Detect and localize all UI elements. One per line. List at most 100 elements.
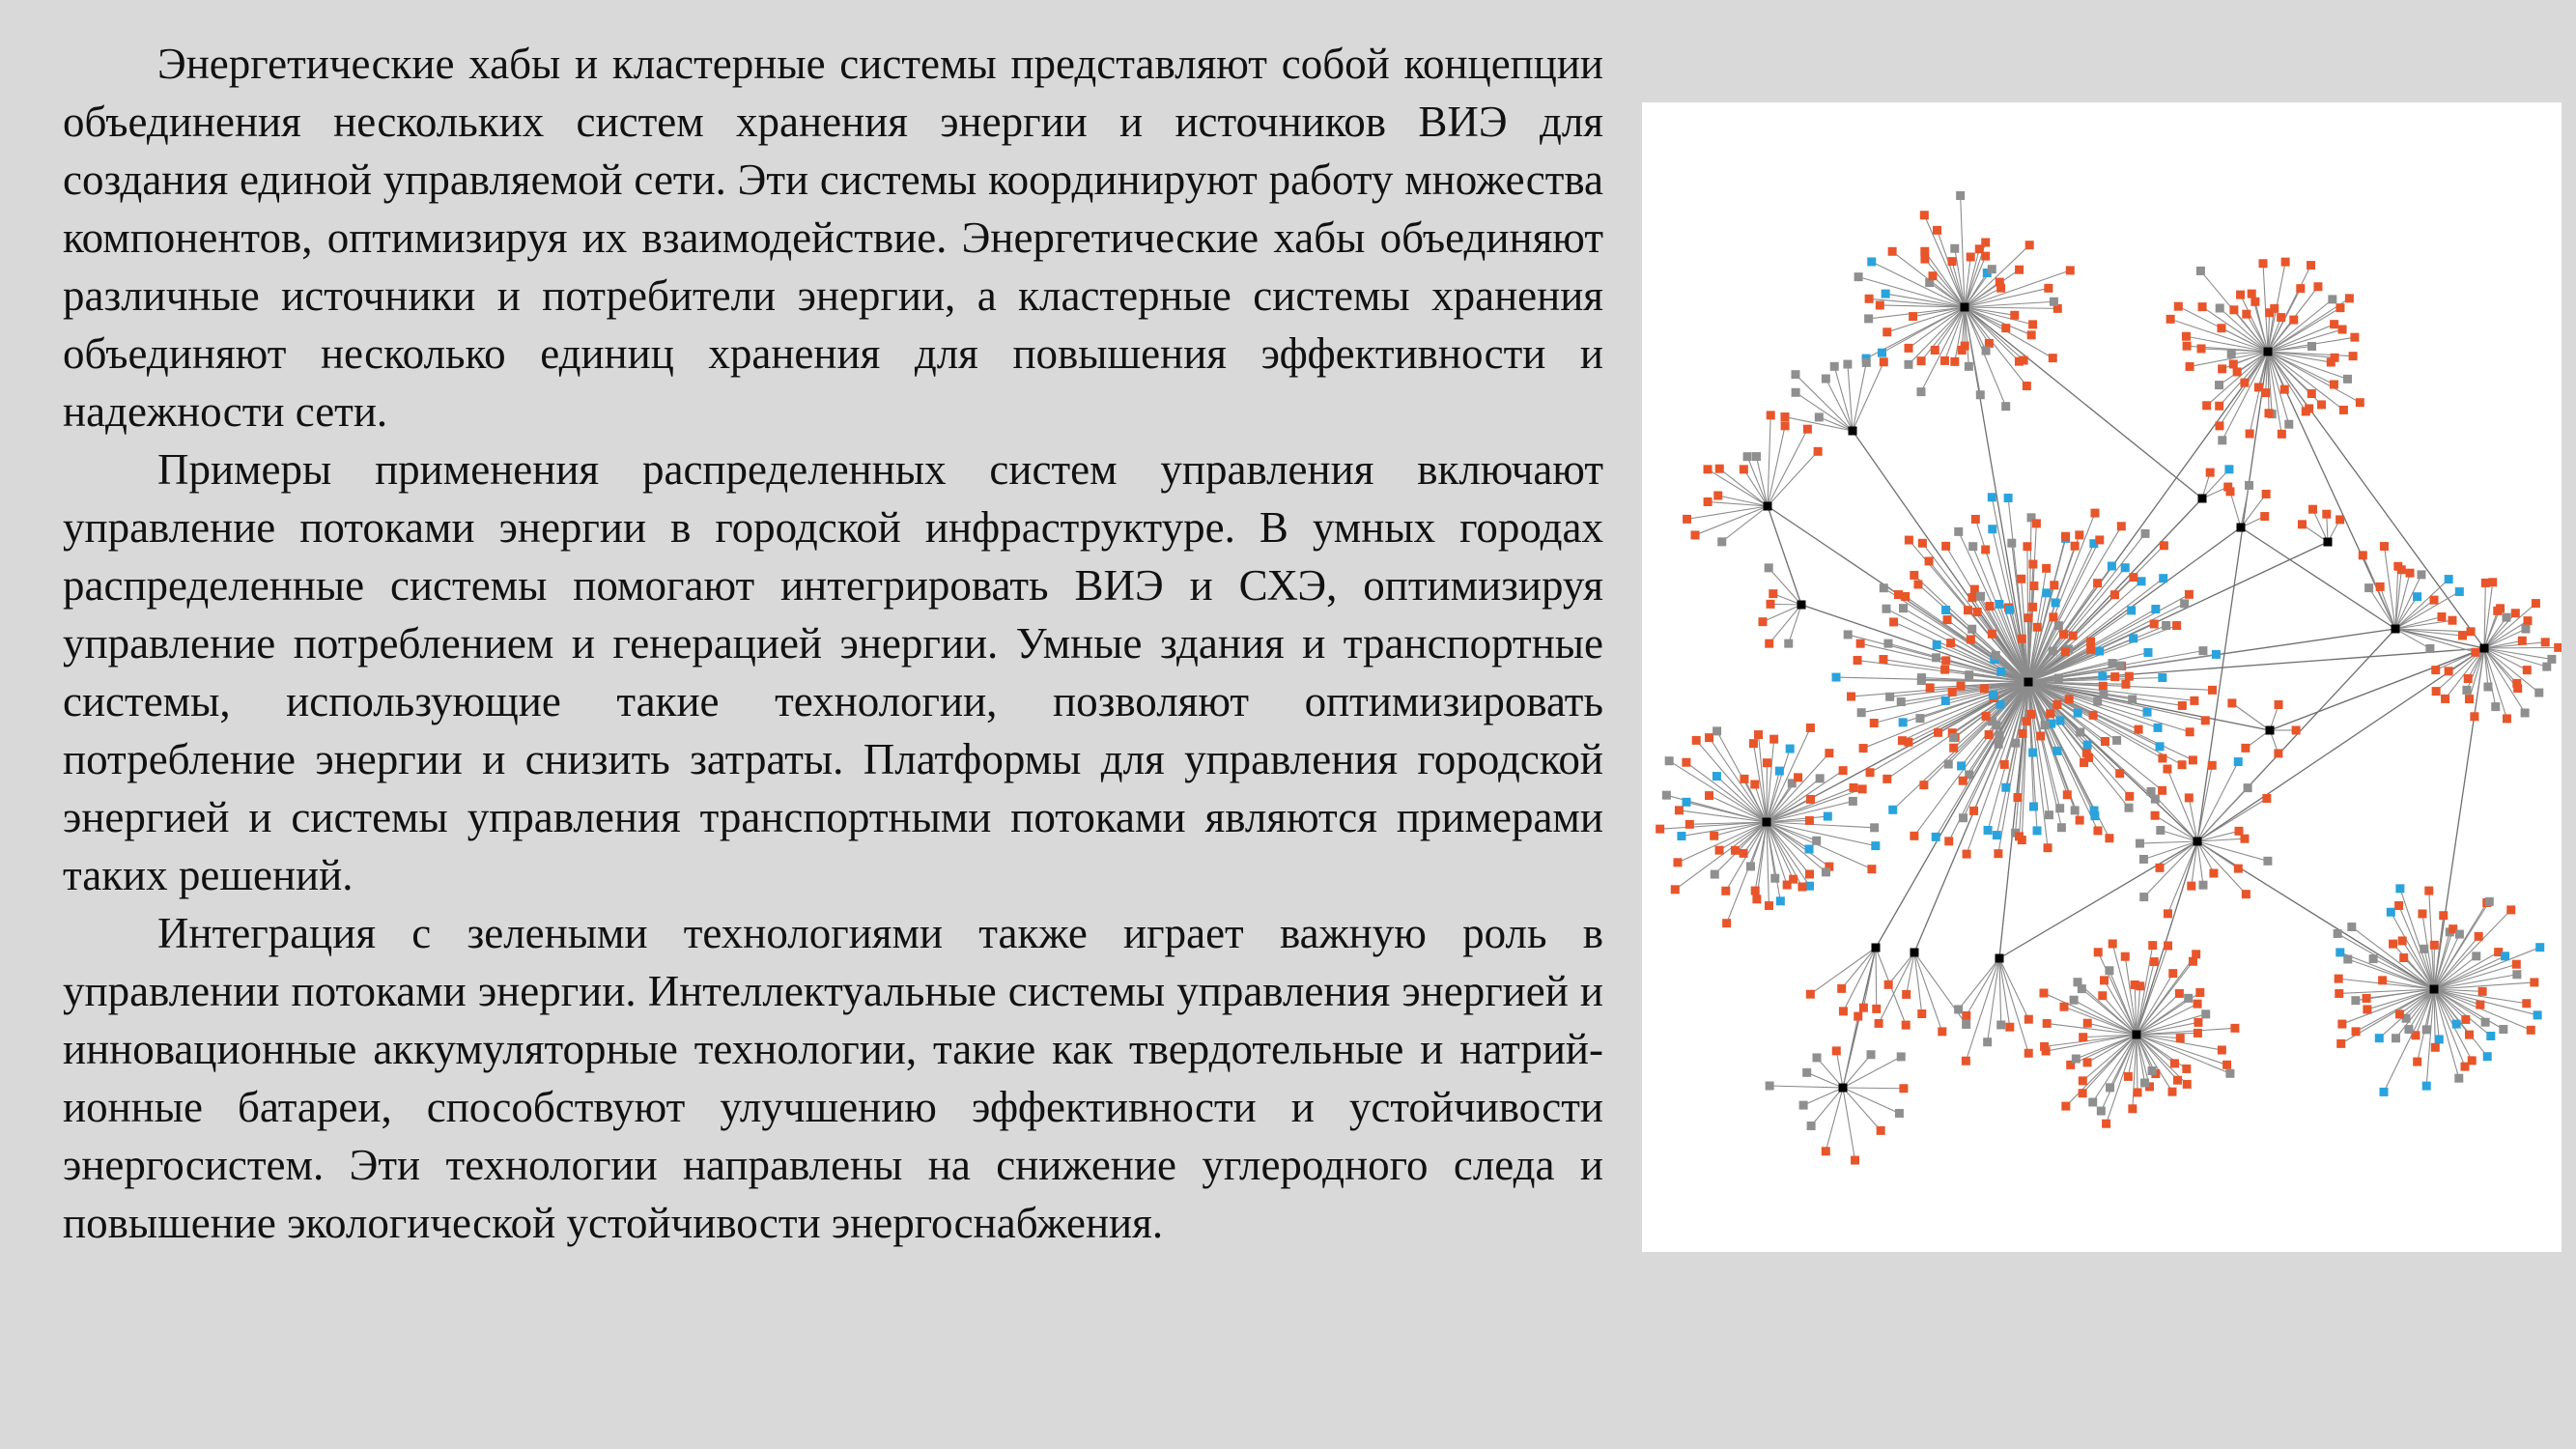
graph-edge: [1842, 1087, 1904, 1090]
graph-leaf-node: [2125, 791, 2135, 801]
graph-leaf-node: [1888, 805, 1898, 814]
graph-leaf-node: [2148, 941, 2158, 951]
graph-leaf-node: [2454, 587, 2464, 597]
graph-leaf-node: [1713, 726, 1722, 736]
graph-leaf-node: [2222, 1060, 2232, 1069]
graph-edge: [1762, 604, 1802, 623]
graph-edge: [2189, 351, 2269, 367]
graph-edge: [1964, 306, 1969, 367]
graph-leaf-node: [2120, 563, 2130, 573]
graph-leaf-node: [2184, 993, 2194, 1003]
graph-leaf-node: [1917, 1009, 1927, 1018]
graph-edge: [2018, 681, 2029, 837]
graph-edge: [2087, 1022, 2137, 1036]
graph-edge: [1767, 428, 1808, 507]
graph-leaf-node: [1838, 1007, 1848, 1016]
graph-leaf-node: [2129, 573, 2138, 582]
graph-edge: [1709, 795, 1768, 823]
graph-leaf-node: [1858, 744, 1868, 753]
graph-edge: [2269, 647, 2485, 731]
graph-leaf-node: [2477, 986, 2487, 996]
graph-edge: [2136, 1003, 2198, 1036]
graph-leaf-node: [2307, 261, 2316, 270]
graph-leaf-node: [1710, 831, 1719, 840]
graph-leaf-node: [1981, 251, 1991, 261]
graph-leaf-node: [2026, 513, 2036, 523]
graph-leaf-node: [2535, 943, 2545, 952]
graph-edge: [2483, 603, 2536, 649]
graph-leaf-node: [2070, 541, 2080, 551]
graph-edge: [2355, 988, 2435, 1033]
graph-edge: [2027, 681, 2131, 797]
graph-leaf-node: [1742, 452, 1752, 462]
graph-leaf-node: [1857, 784, 1867, 794]
graph-edge: [2240, 485, 2250, 528]
graph-edge: [1716, 776, 1768, 823]
graph-leaf-node: [1766, 599, 1775, 609]
graph-edge: [1919, 681, 2029, 720]
graph-edge: [1766, 821, 1810, 875]
graph-leaf-node: [2024, 1014, 2033, 1024]
graph-leaf-node: [1965, 770, 1974, 780]
graph-leaf-node: [2247, 289, 2256, 298]
graph-edge: [2433, 988, 2457, 1025]
graph-edge: [1964, 244, 2030, 308]
graph-leaf-node: [1982, 268, 1992, 277]
graph-edge: [1835, 676, 2029, 683]
graph-leaf-node: [1940, 665, 1950, 674]
graph-edge: [2254, 301, 2269, 353]
graph-leaf-node: [2153, 723, 2163, 732]
graph-edge: [2383, 988, 2435, 1093]
graph-edge: [2398, 905, 2435, 990]
graph-edge: [1932, 275, 1966, 308]
graph-leaf-node: [2389, 939, 2398, 949]
graph-edge: [2027, 610, 2133, 683]
graph-leaf-node: [2011, 738, 2021, 748]
graph-leaf-node: [2081, 749, 2091, 758]
graph-leaf-node: [2335, 948, 2345, 957]
graph-edge: [1882, 658, 2029, 683]
graph-leaf-node: [2123, 1071, 2133, 1081]
graph-leaf-node: [2182, 341, 2192, 351]
graph-edge: [2257, 351, 2269, 388]
graph-edge: [2027, 681, 2159, 728]
graph-leaf-node: [2396, 565, 2406, 575]
network-graph: [1656, 191, 2562, 1165]
graph-leaf-node: [1965, 670, 1974, 680]
graph-leaf-node: [1901, 1020, 1911, 1030]
graph-leaf-node: [2173, 301, 2183, 311]
graph-edge: [1767, 450, 1819, 507]
graph-leaf-node: [2024, 1048, 2033, 1058]
graph-edge: [2136, 1034, 2231, 1074]
graph-edge: [2166, 840, 2198, 915]
graph-edge: [2267, 351, 2344, 411]
graph-edge: [2109, 1034, 2137, 1089]
graph-hub-node: [1763, 501, 1772, 511]
graph-leaf-node: [2270, 303, 2279, 313]
graph-edge: [2267, 298, 2334, 353]
graph-leaf-node: [2044, 283, 2053, 293]
graph-edge: [1898, 594, 2029, 683]
graph-leaf-node: [1925, 683, 1935, 693]
graph-leaf-node: [1787, 779, 1797, 788]
graph-leaf-node: [2040, 721, 2050, 730]
graph-edge: [2027, 681, 2164, 759]
graph-leaf-node: [2159, 574, 2168, 583]
graph-leaf-node: [1684, 819, 1694, 829]
graph-leaf-node: [2058, 630, 2068, 639]
graph-leaf-node: [2043, 843, 2052, 853]
graph-leaf-node: [2175, 1034, 2185, 1043]
graph-leaf-node: [1869, 719, 1879, 728]
graph-edge: [2136, 1027, 2235, 1036]
graph-leaf-node: [1770, 873, 1780, 883]
graph-leaf-node: [2466, 627, 2476, 637]
graph-leaf-node: [2197, 302, 2207, 312]
graph-leaf-node: [1975, 390, 1985, 400]
graph-leaf-node: [2462, 685, 2472, 695]
graph-edge: [2433, 988, 2532, 1031]
graph-edge: [1954, 306, 1966, 362]
graph-leaf-node: [1996, 283, 2006, 293]
graph-edge: [1713, 821, 1768, 837]
graph-edge: [1833, 366, 1854, 432]
graph-leaf-node: [2193, 999, 2202, 1009]
